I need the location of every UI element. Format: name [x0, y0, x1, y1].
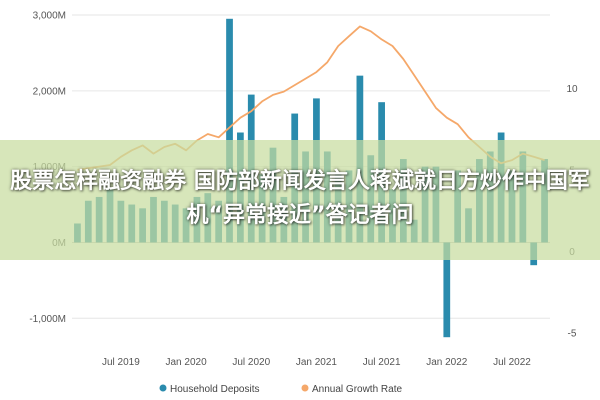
x-tick-label-2: Jul 2020 — [232, 357, 270, 368]
legend-marker-household-deposits — [159, 384, 167, 392]
bar-household-deposits-34 — [443, 242, 451, 338]
right-tick-label-3: 10 — [566, 84, 578, 95]
legend-label-household-deposits: Household Deposits — [170, 384, 260, 395]
legend-marker-annual-growth-rate — [301, 384, 309, 392]
right-tick-label-0: -5 — [568, 328, 577, 339]
x-tick-label-1: Jan 2020 — [165, 357, 207, 368]
legend: Household Deposits Annual Growth Rate — [159, 384, 402, 395]
headline-banner — [0, 140, 600, 260]
x-tick-label-6: Jul 2022 — [493, 357, 531, 368]
x-tick-label-0: Jul 2019 — [102, 357, 140, 368]
headline-text: 股票怎样融资融券 国防部新闻发言人蒋斌就日方炒作中国军机“异常接近”答记者问 — [10, 169, 590, 228]
x-tick-label-5: Jan 2022 — [426, 357, 468, 368]
left-tick-label-4: 3,000M — [33, 11, 66, 22]
left-tick-label-3: 2,000M — [33, 86, 66, 97]
bar-household-deposits-14 — [226, 18, 233, 243]
left-tick-label-0: -1,000M — [29, 314, 66, 325]
x-tick-label-4: Jul 2021 — [363, 357, 401, 368]
legend-label-annual-growth-rate: Annual Growth Rate — [312, 384, 402, 395]
x-tick-label-3: Jan 2021 — [296, 357, 338, 368]
x-axis-labels: Jul 2019 Jan 2020 Jul 2020 Jan 2021 Jul 2021… — [102, 357, 531, 368]
